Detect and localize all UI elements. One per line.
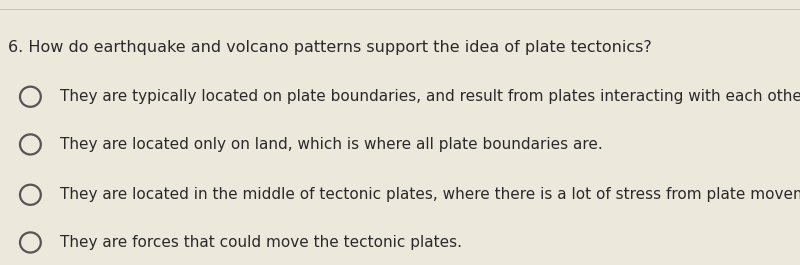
Text: They are located in the middle of tectonic plates, where there is a lot of stres: They are located in the middle of tecton… [60, 187, 800, 202]
Text: They are forces that could move the tectonic plates.: They are forces that could move the tect… [60, 235, 462, 250]
Text: 6. How do earthquake and volcano patterns support the idea of plate tectonics?: 6. How do earthquake and volcano pattern… [8, 40, 652, 55]
Text: They are located only on land, which is where all plate boundaries are.: They are located only on land, which is … [60, 137, 602, 152]
Text: They are typically located on plate boundaries, and result from plates interacti: They are typically located on plate boun… [60, 89, 800, 104]
